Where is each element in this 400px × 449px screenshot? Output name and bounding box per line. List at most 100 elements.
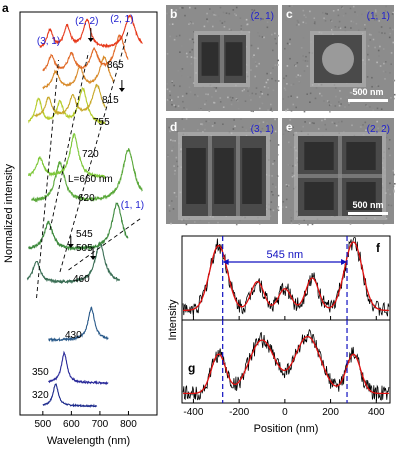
noise <box>214 14 217 16</box>
noise <box>309 122 311 124</box>
noise <box>245 129 247 132</box>
noise <box>190 62 193 65</box>
noise <box>314 97 317 100</box>
noise <box>389 27 391 29</box>
noise <box>246 23 249 26</box>
noise <box>168 23 171 26</box>
noise <box>255 87 258 89</box>
x-axis-label-fg: Position (nm) <box>254 423 319 435</box>
noise <box>170 222 172 225</box>
spectrum-350 <box>48 350 109 386</box>
noise <box>389 193 391 196</box>
noise <box>390 63 392 65</box>
noise <box>321 119 323 122</box>
noise <box>186 108 188 110</box>
noise <box>370 34 372 36</box>
noise <box>382 127 385 130</box>
noise <box>262 121 265 123</box>
noise <box>377 85 380 87</box>
noise <box>383 96 385 98</box>
noise <box>338 104 341 107</box>
noise <box>309 92 312 95</box>
mode-lobe <box>304 182 334 210</box>
noise <box>223 26 226 28</box>
noise <box>277 144 280 146</box>
noise <box>274 186 277 188</box>
noise <box>230 99 233 102</box>
noise <box>290 110 293 112</box>
noise <box>277 80 280 82</box>
noise <box>272 67 274 69</box>
noise <box>274 118 276 121</box>
noise <box>261 93 264 95</box>
noise <box>217 221 219 224</box>
noise <box>219 20 222 22</box>
noise <box>340 103 342 105</box>
noise <box>289 57 291 60</box>
noise <box>242 29 245 32</box>
mode-lobe <box>304 142 334 170</box>
image-panel-c: c (1, 1) 500 nm <box>282 5 396 113</box>
noise <box>192 22 194 25</box>
noise <box>169 35 171 38</box>
image-panel-e: e (2, 2) 500 nm <box>282 118 396 226</box>
noise <box>317 128 320 130</box>
noise <box>372 38 375 41</box>
noise <box>378 20 380 22</box>
noise <box>286 49 288 51</box>
noise <box>277 64 279 66</box>
mode-lobe <box>225 42 243 76</box>
noise <box>290 220 293 222</box>
noise <box>330 20 333 22</box>
noise <box>170 139 172 141</box>
x-axis-label: Wavelength (nm) <box>47 435 130 447</box>
noise <box>366 9 369 12</box>
noise <box>272 89 275 92</box>
noise <box>274 64 277 66</box>
noise <box>303 110 306 113</box>
noise <box>367 45 370 47</box>
spectrum-label-815: 815 <box>102 95 119 106</box>
noise <box>227 96 229 99</box>
noise <box>371 129 374 132</box>
noise <box>199 219 202 221</box>
noise <box>300 47 303 49</box>
noise <box>333 122 336 125</box>
noise <box>204 128 206 131</box>
noise <box>273 160 276 162</box>
noise <box>191 38 194 41</box>
noise <box>181 68 184 70</box>
noise <box>258 35 261 37</box>
noise <box>385 217 388 220</box>
noise <box>241 90 244 92</box>
noise <box>189 51 191 53</box>
noise <box>298 23 300 26</box>
noise <box>215 90 217 92</box>
noise <box>291 175 294 178</box>
spectrum-label-620: 620 <box>78 193 95 204</box>
noise <box>343 131 345 133</box>
noise <box>392 28 394 31</box>
noise <box>302 37 305 39</box>
noise <box>290 84 293 86</box>
noise <box>234 125 236 128</box>
noise <box>365 104 367 106</box>
noise <box>341 120 343 123</box>
panel-letter-c: c <box>286 7 293 21</box>
noise <box>352 21 355 23</box>
noise <box>338 26 340 29</box>
noise <box>204 124 207 127</box>
noise <box>326 100 329 102</box>
noise <box>206 20 209 23</box>
noise <box>306 65 309 67</box>
noise <box>339 27 342 30</box>
noise <box>371 16 374 18</box>
noise <box>277 194 280 197</box>
noise <box>185 92 188 95</box>
noise <box>390 52 393 54</box>
noise <box>350 27 352 29</box>
noise <box>247 87 250 89</box>
noise <box>286 108 289 111</box>
noise <box>197 107 200 110</box>
noise <box>166 88 169 91</box>
